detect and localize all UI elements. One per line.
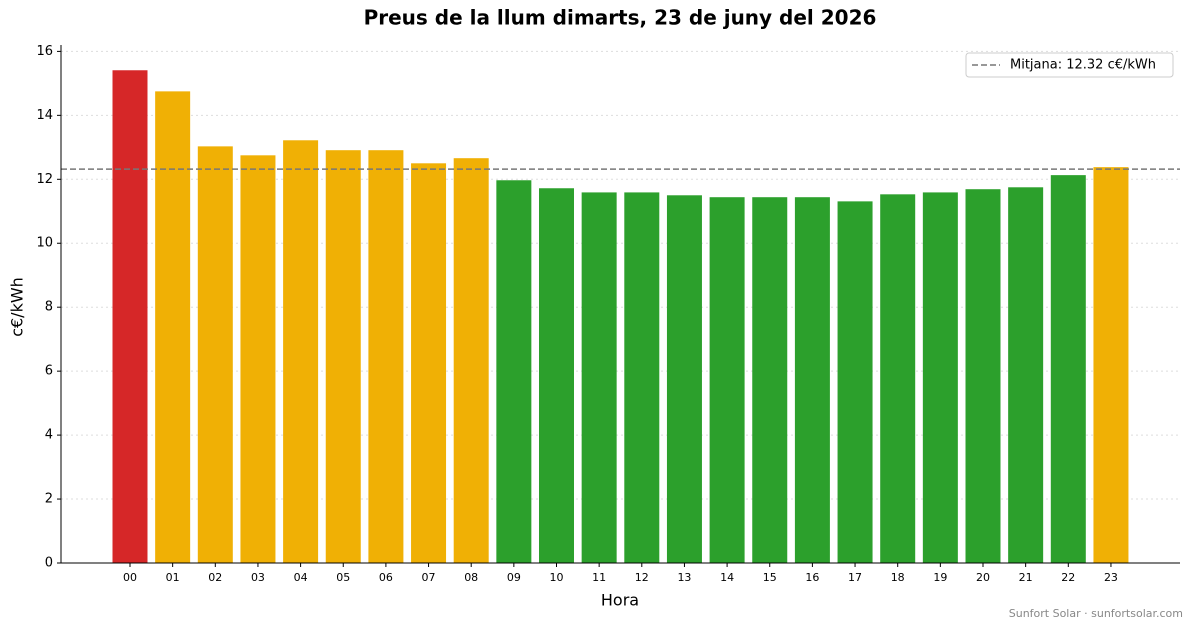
bar (453, 158, 489, 563)
x-tick-label: 02 (208, 571, 222, 584)
x-tick-label: 16 (805, 571, 819, 584)
footer: Sunfort Solar · sunfortsolar.com (1009, 607, 1183, 620)
x-tick-label: 20 (976, 571, 990, 584)
bar (752, 197, 788, 564)
x-tick-label: 04 (294, 571, 308, 584)
bar (240, 155, 276, 563)
y-tick-label: 16 (36, 44, 53, 59)
x-tick-label: 22 (1061, 571, 1075, 584)
bar (837, 201, 873, 563)
bar (1050, 175, 1086, 563)
x-tick-label: 19 (933, 571, 947, 584)
x-tick-label: 15 (763, 571, 777, 584)
y-tick-label: 12 (36, 172, 53, 187)
legend-box (965, 52, 1174, 78)
bar (794, 197, 830, 564)
x-tick-label: 23 (1104, 571, 1118, 584)
bar (965, 189, 1001, 563)
y-tick-label: 2 (45, 492, 53, 507)
bar (283, 140, 319, 563)
x-tick-label: 01 (166, 571, 180, 584)
y-tick-label: 6 (45, 364, 53, 379)
y-tick-label: 14 (36, 108, 53, 123)
bar (368, 150, 404, 563)
x-tick-label: 17 (848, 571, 862, 584)
x-tick-label: 07 (422, 571, 436, 584)
bar (197, 146, 233, 563)
y-tick-label: 0 (45, 556, 53, 571)
chart-title: Preus de la llum dimarts, 23 de juny del… (364, 6, 877, 30)
bar (922, 192, 958, 563)
bar (325, 150, 361, 563)
y-tick-label: 10 (36, 236, 53, 251)
x-tick-label: 05 (336, 571, 350, 584)
x-axis-label: Hora (601, 591, 639, 610)
x-tick-label: 18 (891, 571, 905, 584)
x-tick-label: 00 (123, 571, 137, 584)
y-tick-label: 4 (45, 428, 53, 443)
x-tick-label: 08 (464, 571, 478, 584)
bar (496, 180, 532, 563)
x-tick-label: 11 (592, 571, 606, 584)
x-tick-label: 12 (635, 571, 649, 584)
bar (666, 195, 702, 564)
x-tick-label: 03 (251, 571, 265, 584)
y-tick-label: 8 (45, 300, 53, 315)
bar (624, 192, 660, 563)
bar (411, 163, 447, 563)
bar (155, 91, 191, 563)
x-tick-label: 21 (1019, 571, 1033, 584)
bar (880, 194, 916, 563)
x-tick-label: 06 (379, 571, 393, 584)
bar (709, 197, 745, 564)
y-axis-label: c€/kWh (8, 277, 27, 337)
legend-label: Mitjana: 12.32 c€/kWh (1010, 58, 1156, 73)
x-tick-label: 10 (550, 571, 564, 584)
x-tick-label: 14 (720, 571, 734, 584)
x-tick-label: 13 (677, 571, 691, 584)
bar (581, 192, 617, 563)
x-tick-label: 09 (507, 571, 521, 584)
bar (112, 70, 148, 563)
bar (539, 188, 574, 563)
bar (1093, 167, 1129, 563)
bar (1008, 187, 1044, 563)
